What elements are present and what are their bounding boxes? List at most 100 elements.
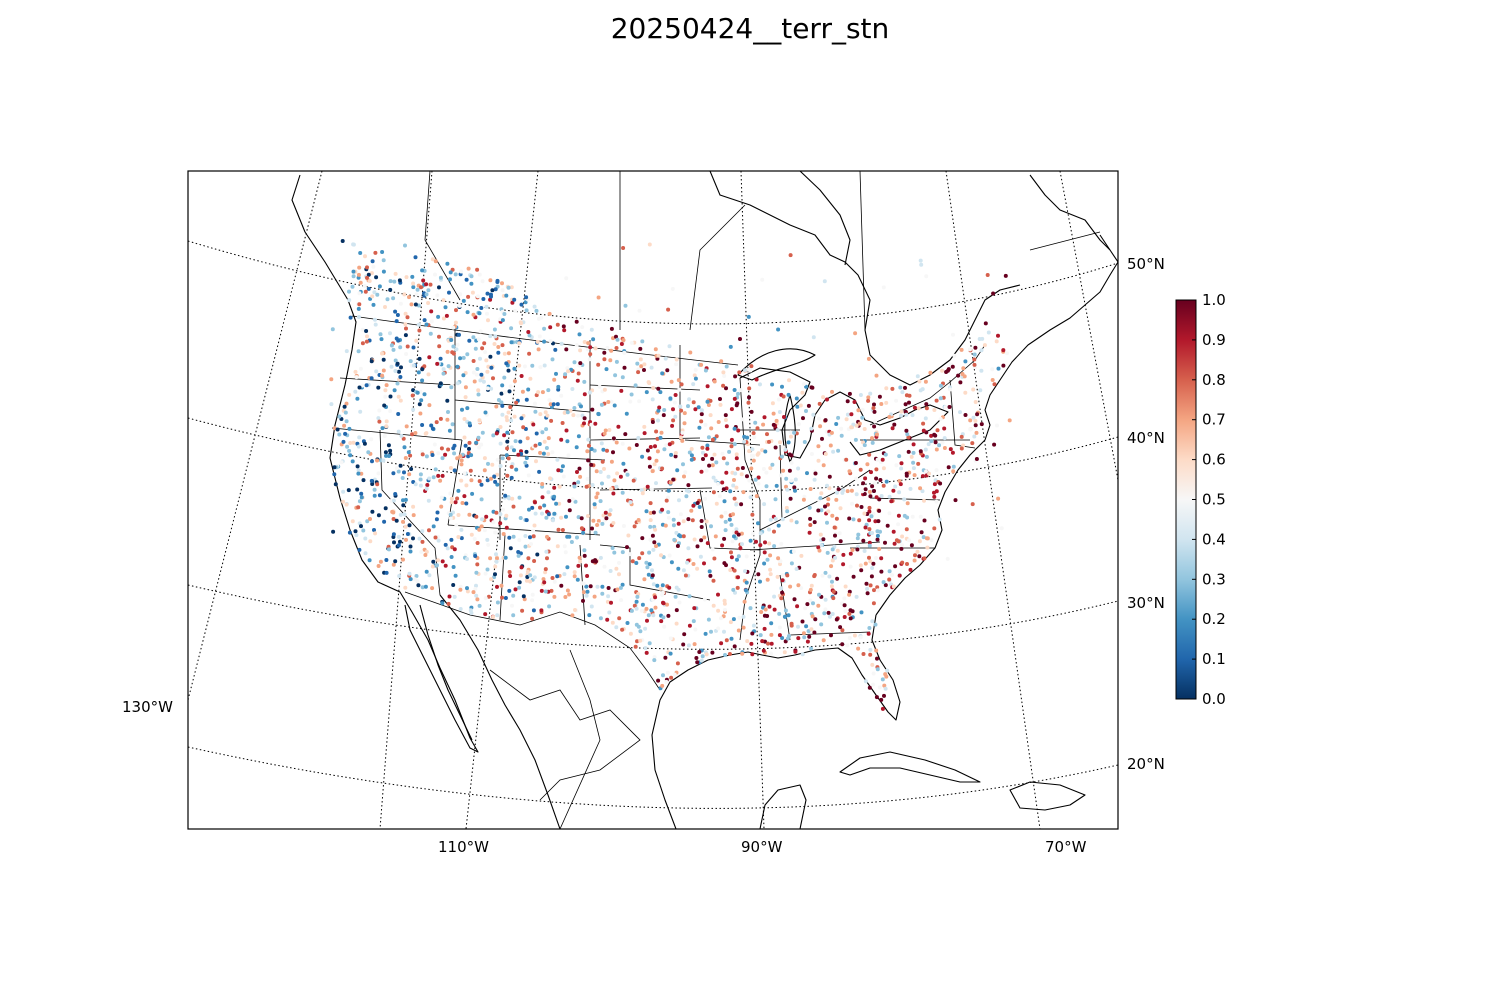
lat-label-20n: 20°N bbox=[1127, 755, 1165, 773]
station-point bbox=[572, 406, 577, 410]
station-point bbox=[644, 560, 649, 565]
station-point bbox=[893, 484, 898, 489]
station-point bbox=[395, 381, 400, 386]
station-point bbox=[665, 602, 669, 607]
station-point bbox=[723, 607, 727, 612]
station-point bbox=[582, 548, 587, 553]
station-point bbox=[712, 379, 717, 384]
station-point bbox=[772, 544, 777, 549]
station-point bbox=[567, 508, 572, 513]
station-point bbox=[602, 564, 607, 569]
station-point bbox=[710, 456, 715, 461]
station-point bbox=[458, 292, 463, 297]
station-point bbox=[471, 312, 476, 317]
station-point bbox=[697, 505, 702, 509]
station-point bbox=[602, 466, 606, 471]
station-point bbox=[394, 466, 399, 471]
station-point bbox=[645, 565, 650, 570]
station-point bbox=[770, 382, 775, 387]
station-point bbox=[834, 422, 839, 426]
station-point bbox=[477, 445, 482, 450]
station-point bbox=[863, 561, 868, 566]
station-point bbox=[464, 483, 469, 488]
station-point bbox=[647, 456, 652, 461]
lon-label-130w: 130°W bbox=[122, 698, 173, 716]
station-point bbox=[705, 446, 710, 451]
station-point bbox=[375, 458, 380, 463]
station-point bbox=[516, 452, 521, 457]
station-point bbox=[398, 375, 403, 379]
station-point bbox=[863, 679, 868, 684]
station-point bbox=[444, 313, 449, 318]
station-point bbox=[610, 620, 615, 625]
station-point bbox=[727, 517, 732, 522]
station-point bbox=[678, 435, 683, 440]
station-point bbox=[972, 352, 977, 357]
station-point bbox=[485, 311, 489, 316]
station-point bbox=[862, 511, 867, 516]
station-point bbox=[671, 407, 675, 412]
station-point bbox=[829, 584, 834, 589]
station-point bbox=[680, 430, 685, 435]
station-point bbox=[441, 316, 446, 321]
station-point bbox=[605, 599, 610, 604]
station-point bbox=[665, 368, 670, 373]
station-point bbox=[714, 460, 719, 465]
station-point bbox=[350, 519, 355, 524]
station-point bbox=[792, 485, 797, 490]
state-line-mt-wy bbox=[454, 399, 591, 413]
station-point bbox=[376, 564, 381, 568]
station-point bbox=[654, 429, 659, 434]
station-point bbox=[870, 619, 875, 624]
station-point bbox=[453, 500, 458, 505]
station-point bbox=[493, 564, 498, 569]
station-point bbox=[823, 504, 827, 509]
station-point bbox=[800, 652, 805, 657]
station-point bbox=[356, 471, 361, 476]
station-point bbox=[453, 573, 458, 578]
station-point bbox=[458, 607, 463, 611]
station-point bbox=[905, 501, 910, 506]
station-point bbox=[424, 454, 429, 459]
station-point bbox=[756, 481, 761, 486]
station-point bbox=[459, 462, 464, 467]
station-point bbox=[947, 405, 952, 409]
station-point bbox=[524, 456, 529, 460]
station-point bbox=[887, 569, 892, 574]
station-point bbox=[348, 315, 353, 320]
station-point bbox=[474, 440, 479, 445]
station-point bbox=[773, 497, 778, 502]
station-point bbox=[569, 367, 574, 372]
station-point bbox=[678, 404, 683, 409]
station-point bbox=[369, 271, 374, 276]
station-point bbox=[572, 574, 577, 579]
station-point bbox=[808, 516, 813, 521]
station-point bbox=[859, 568, 864, 573]
station-point bbox=[519, 374, 524, 378]
station-point bbox=[970, 441, 975, 446]
station-point bbox=[643, 646, 648, 651]
station-point bbox=[463, 395, 468, 400]
station-point bbox=[665, 495, 670, 500]
station-point bbox=[337, 432, 342, 437]
station-point bbox=[751, 623, 756, 628]
station-point bbox=[753, 477, 758, 482]
station-point bbox=[809, 426, 814, 431]
station-point bbox=[979, 422, 984, 427]
station-point bbox=[565, 588, 570, 593]
station-point bbox=[440, 473, 445, 478]
station-point bbox=[686, 483, 691, 488]
station-point bbox=[489, 365, 494, 370]
station-point bbox=[492, 474, 497, 479]
station-point bbox=[919, 262, 924, 267]
station-point bbox=[452, 547, 457, 552]
station-point bbox=[771, 422, 776, 427]
station-point bbox=[724, 638, 729, 643]
station-point bbox=[565, 439, 570, 444]
station-point bbox=[752, 435, 757, 440]
state-line-new-england bbox=[949, 379, 976, 449]
station-point bbox=[647, 562, 652, 567]
station-point bbox=[896, 539, 901, 544]
station-point bbox=[900, 560, 905, 565]
